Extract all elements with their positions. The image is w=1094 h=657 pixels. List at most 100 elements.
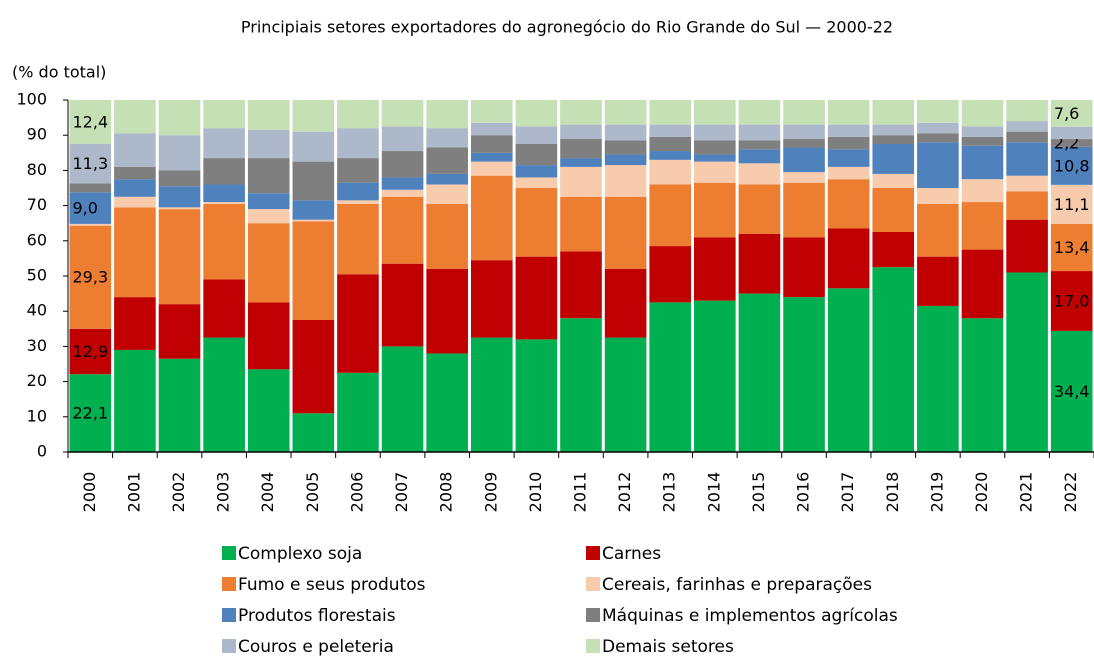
x-tick-label: 2013 — [660, 472, 679, 513]
y-tick-label: 100 — [16, 90, 47, 109]
bar-segment — [560, 100, 602, 125]
bar-segment — [694, 237, 736, 301]
bar-segment — [337, 100, 379, 129]
x-tick-label: 2021 — [1017, 472, 1036, 513]
bar-segment — [604, 165, 647, 197]
bar-segment — [426, 173, 468, 185]
bar-segment — [247, 100, 290, 130]
bar-segment — [292, 200, 335, 220]
bar-segment — [827, 228, 870, 289]
legend-swatch — [586, 608, 600, 622]
bar-segment — [649, 124, 692, 137]
bar-segment — [917, 100, 959, 123]
bar-segment — [292, 161, 335, 201]
bar-segment — [872, 135, 915, 144]
x-tick-label: 2004 — [258, 472, 277, 513]
x-tick-label: 2022 — [1061, 472, 1080, 513]
bar-segment — [917, 133, 959, 143]
bar-segment — [247, 193, 290, 210]
bar-segment — [470, 161, 513, 176]
bar-segment — [649, 302, 692, 452]
bar-segment — [381, 189, 424, 197]
bar-segment — [604, 154, 647, 166]
bar-segment — [604, 100, 647, 125]
bar-segment — [694, 182, 736, 238]
bar-segment — [738, 140, 781, 150]
bar-segment — [604, 268, 647, 338]
y-tick-label: 0 — [37, 442, 47, 461]
bar-segment — [69, 143, 112, 184]
bar-segment — [738, 233, 781, 294]
legend-swatch — [586, 577, 600, 591]
bar-segment — [738, 184, 781, 234]
bar-segment — [649, 246, 692, 303]
bar-segment — [738, 163, 781, 185]
bar-segment — [381, 177, 424, 190]
bar-segment — [203, 202, 245, 204]
bar-segment — [1006, 121, 1048, 132]
bar-segment — [694, 100, 736, 125]
bar-segment — [337, 158, 379, 183]
y-tick-label: 90 — [27, 125, 47, 144]
bar-segment — [158, 186, 201, 208]
bar-segment — [1050, 184, 1093, 224]
bar-segment — [337, 200, 379, 204]
legend-swatch — [586, 639, 600, 653]
bar-segment — [158, 304, 201, 359]
bar-segment — [783, 237, 825, 298]
bar-segment — [961, 202, 1004, 250]
bar-segment — [827, 288, 870, 452]
y-tick-label: 60 — [27, 230, 47, 249]
bar-segment — [872, 144, 915, 174]
bar-segment — [917, 122, 959, 134]
bar-segment — [783, 147, 825, 173]
bar-segment — [649, 136, 692, 152]
bar-segment — [827, 179, 870, 229]
legend-label: Produtos florestais — [238, 606, 396, 626]
bar-segment — [649, 159, 692, 185]
bar-segment — [381, 126, 424, 152]
bar-segment — [292, 100, 335, 132]
legend-label: Complexo soja — [238, 544, 362, 564]
y-tick-label: 20 — [27, 371, 47, 390]
bar-segment — [247, 158, 290, 194]
data-label: 10,8 — [1054, 156, 1090, 175]
legend-swatch — [222, 546, 236, 560]
bar-segment — [783, 172, 825, 183]
bar-segment — [515, 165, 558, 178]
bar-segment — [292, 413, 335, 452]
bar-segment — [203, 337, 245, 452]
bar-segment — [917, 256, 959, 306]
bar-segment — [872, 232, 915, 268]
bar-segment — [515, 339, 558, 452]
legend-swatch — [586, 546, 600, 560]
bar-segment — [917, 188, 959, 204]
legend-swatch — [222, 577, 236, 591]
data-label: 34,4 — [1054, 382, 1090, 401]
bar-segment — [203, 279, 245, 338]
bar-segment — [69, 183, 112, 193]
bar-segment — [69, 225, 112, 329]
x-tick-label: 2020 — [972, 472, 991, 513]
legend-label: Fumo e seus produtos — [238, 575, 426, 595]
bar-segment — [917, 203, 959, 257]
bar-segment — [961, 100, 1004, 127]
legend-label: Máquinas e implementos agrícolas — [602, 606, 898, 626]
legend-swatch — [222, 639, 236, 653]
bar-segment — [1006, 100, 1048, 122]
bar-segment — [515, 126, 558, 144]
bar-segment — [337, 128, 379, 159]
bar-segment — [694, 300, 736, 452]
bar-segment — [604, 140, 647, 155]
y-tick-label: 50 — [27, 266, 47, 285]
bar-segment — [872, 100, 915, 125]
bar-segment — [1050, 100, 1093, 127]
bar-segment — [114, 349, 156, 452]
bar-segment — [381, 346, 424, 452]
data-label: 17,0 — [1054, 291, 1090, 310]
bar-segment — [247, 129, 290, 159]
x-tick-label: 2015 — [749, 472, 768, 513]
bar-segment — [69, 100, 112, 144]
x-tick-label: 2019 — [927, 472, 946, 513]
bar-segment — [604, 337, 647, 452]
